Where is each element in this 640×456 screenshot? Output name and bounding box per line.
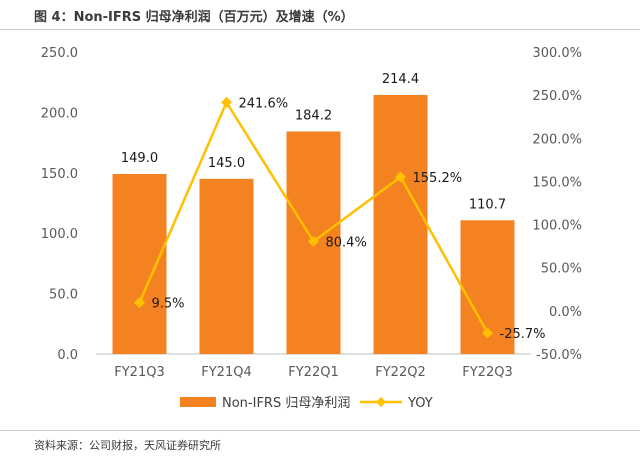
- y-right-tick-label: 300.0%: [532, 46, 582, 61]
- y-right-tick-label: 0.0%: [549, 305, 582, 320]
- yoy-marker: [134, 297, 145, 309]
- y-right-tick-label: 200.0%: [532, 132, 582, 147]
- y-left-tick-label: 200.0: [41, 106, 78, 121]
- y-right-tick-label: 100.0%: [532, 219, 582, 234]
- yoy-markers: [134, 96, 493, 339]
- x-axis: FY21Q3 FY21Q4 FY22Q1 FY22Q2 FY22Q3: [114, 365, 512, 380]
- y-right-tick-label: 50.0%: [541, 262, 582, 277]
- yoy-data-labels: 9.5% 241.6% 80.4% 155.2% -25.7%: [152, 96, 546, 342]
- y-right-tick-label: -50.0%: [536, 348, 582, 363]
- source-note: 资料来源：公司财报，天风证券研究所: [34, 439, 221, 452]
- y-right-tick-label: 150.0%: [532, 175, 582, 190]
- y-axis-left: 0.0 50.0 100.0 150.0 200.0 250.0: [41, 46, 78, 363]
- bar-data-labels: 149.0 145.0 184.2 214.4 110.7: [121, 72, 506, 212]
- bar: [373, 95, 428, 355]
- footer-bar: 资料来源：公司财报，天风证券研究所: [0, 430, 640, 456]
- chart: 0.0 50.0 100.0 150.0 200.0 250.0 -50.0% 0.0% 50…: [41, 46, 582, 411]
- y-right-tick-label: 250.0%: [532, 89, 582, 104]
- x-tick-label: FY22Q2: [375, 365, 425, 380]
- yoy-data-label: -25.7%: [500, 327, 546, 342]
- x-tick-label: FY22Q1: [288, 365, 338, 380]
- bar: [112, 174, 167, 354]
- yoy-marker: [395, 171, 406, 183]
- yoy-data-label: 9.5%: [152, 297, 185, 312]
- yoy-marker: [482, 327, 493, 339]
- legend-line-marker: [376, 397, 386, 407]
- y-left-tick-label: 250.0: [41, 46, 78, 61]
- legend: Non-IFRS 归母净利润 YOY: [180, 396, 433, 411]
- bar-data-label: 184.2: [295, 108, 332, 123]
- legend-bar-swatch: [180, 397, 216, 407]
- bar-series: [112, 95, 515, 355]
- bar-data-label: 145.0: [208, 156, 245, 171]
- x-tick-label: FY21Q3: [114, 365, 164, 380]
- yoy-data-label: 241.6%: [239, 96, 289, 111]
- yoy-marker: [221, 96, 232, 108]
- yoy-marker: [308, 235, 319, 247]
- y-left-tick-label: 50.0: [49, 288, 78, 303]
- x-tick-label: FY22Q3: [462, 365, 512, 380]
- figure-title: 图 4：Non-IFRS 归母净利润（百万元）及增速（%）: [34, 10, 354, 25]
- bar-data-label: 149.0: [121, 151, 158, 166]
- bar-data-label: 214.4: [382, 72, 419, 87]
- y-left-tick-label: 0.0: [57, 348, 78, 363]
- legend-bar-label: Non-IFRS 归母净利润: [222, 396, 350, 411]
- y-axis-right: -50.0% 0.0% 50.0% 100.0% 150.0% 200.0% 250.0% 3…: [532, 46, 582, 363]
- bar-data-label: 110.7: [469, 197, 506, 212]
- yoy-data-label: 80.4%: [326, 235, 367, 250]
- legend-line-label: YOY: [407, 396, 433, 411]
- title-bar: 图 4：Non-IFRS 归母净利润（百万元）及增速（%）: [0, 0, 640, 30]
- y-left-tick-label: 100.0: [41, 227, 78, 242]
- bar: [199, 178, 254, 354]
- x-tick-label: FY21Q4: [201, 365, 251, 380]
- yoy-data-label: 155.2%: [413, 171, 463, 186]
- y-left-tick-label: 150.0: [41, 167, 78, 182]
